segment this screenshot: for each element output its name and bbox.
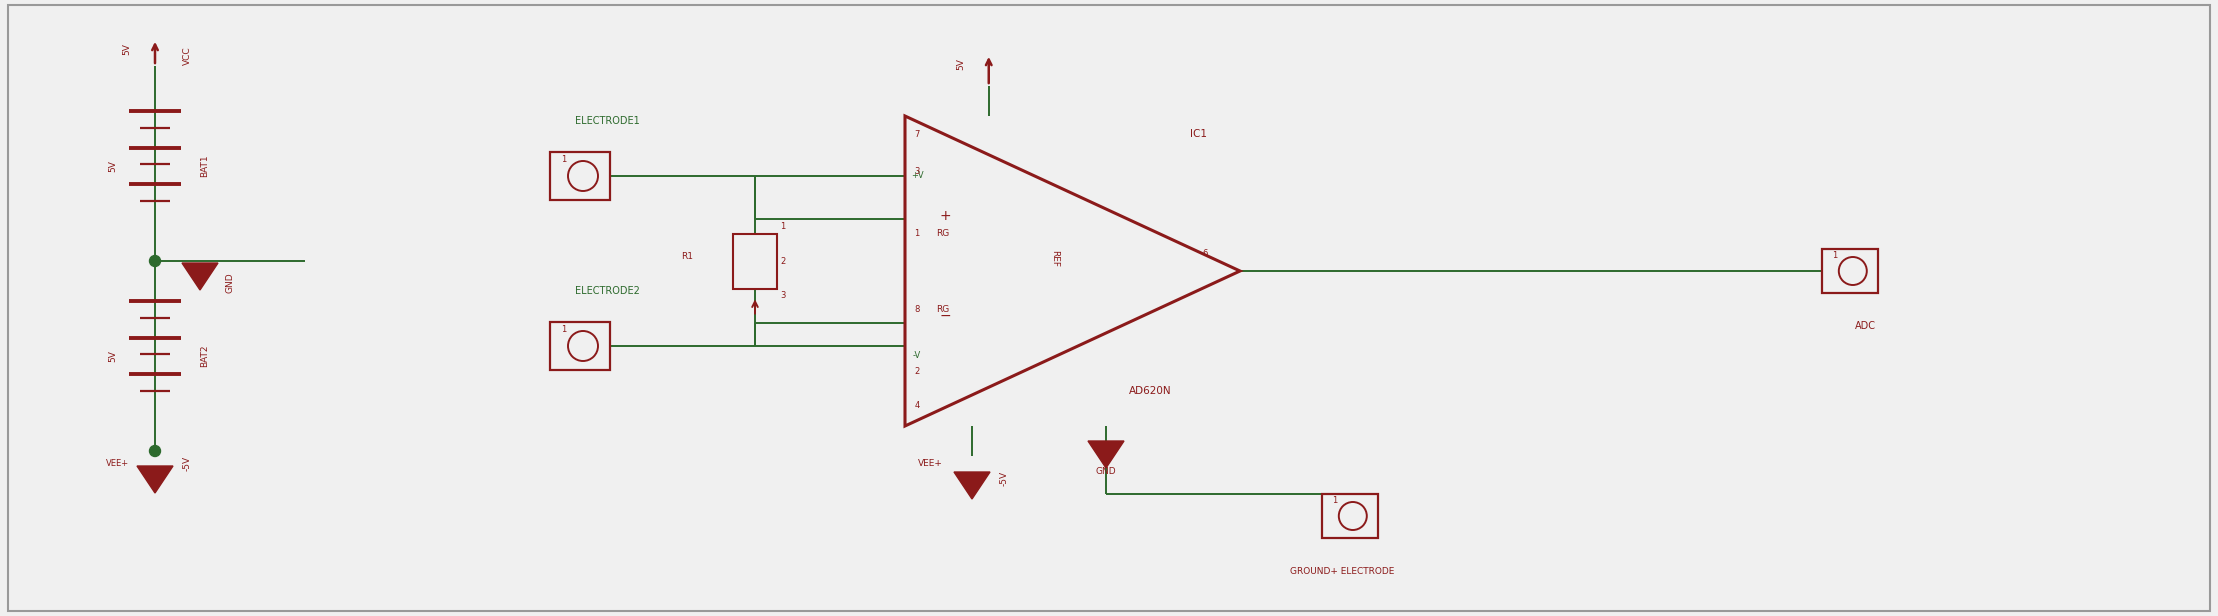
Bar xyxy=(1821,249,1879,293)
Circle shape xyxy=(149,256,160,267)
Bar xyxy=(550,322,610,370)
Text: RG: RG xyxy=(936,304,949,314)
Text: 8: 8 xyxy=(914,304,920,314)
Text: 6: 6 xyxy=(1202,248,1207,257)
Polygon shape xyxy=(182,263,217,290)
Text: R1: R1 xyxy=(681,251,692,261)
Text: GND: GND xyxy=(226,273,235,293)
Text: ELECTRODE2: ELECTRODE2 xyxy=(574,286,639,296)
Text: -5V: -5V xyxy=(182,455,191,471)
Text: 2: 2 xyxy=(914,367,920,376)
Text: -5V: -5V xyxy=(1000,471,1009,485)
Bar xyxy=(732,233,776,288)
Bar xyxy=(550,152,610,200)
Text: +V: +V xyxy=(912,171,923,180)
Text: 1: 1 xyxy=(781,222,785,231)
Text: VCC: VCC xyxy=(182,47,191,65)
Text: VEE+: VEE+ xyxy=(918,460,943,469)
Text: VEE+: VEE+ xyxy=(106,458,129,468)
Text: IC1: IC1 xyxy=(1191,129,1207,139)
Text: BAT1: BAT1 xyxy=(200,155,208,177)
Text: 1: 1 xyxy=(914,229,920,238)
Polygon shape xyxy=(138,466,173,493)
Text: 5V: 5V xyxy=(956,58,965,70)
Text: ELECTRODE1: ELECTRODE1 xyxy=(574,116,639,126)
Text: 5V: 5V xyxy=(122,43,131,55)
Text: +: + xyxy=(938,209,952,223)
Text: 7: 7 xyxy=(914,129,920,139)
Text: BAT2: BAT2 xyxy=(200,345,208,367)
Text: −: − xyxy=(938,309,952,323)
Text: ADC: ADC xyxy=(1854,321,1876,331)
Text: 1: 1 xyxy=(1832,251,1837,260)
Text: 3: 3 xyxy=(914,166,920,176)
Polygon shape xyxy=(954,472,989,499)
Text: 1: 1 xyxy=(561,155,566,164)
Text: -V: -V xyxy=(914,352,920,360)
Text: 1: 1 xyxy=(1333,496,1337,505)
Text: 3: 3 xyxy=(781,291,785,300)
Bar xyxy=(1322,493,1377,538)
Text: AD620N: AD620N xyxy=(1129,386,1171,396)
Text: 1: 1 xyxy=(561,325,566,334)
Text: GROUND+ ELECTRODE: GROUND+ ELECTRODE xyxy=(1291,567,1395,575)
Text: 2: 2 xyxy=(781,256,785,265)
Text: RG: RG xyxy=(936,229,949,238)
Polygon shape xyxy=(1089,441,1125,468)
Circle shape xyxy=(149,445,160,456)
Text: REF: REF xyxy=(1051,251,1060,267)
Text: 5V: 5V xyxy=(109,350,118,362)
Text: GND: GND xyxy=(1096,466,1116,476)
Text: 5V: 5V xyxy=(109,160,118,172)
Text: 4: 4 xyxy=(914,402,920,410)
